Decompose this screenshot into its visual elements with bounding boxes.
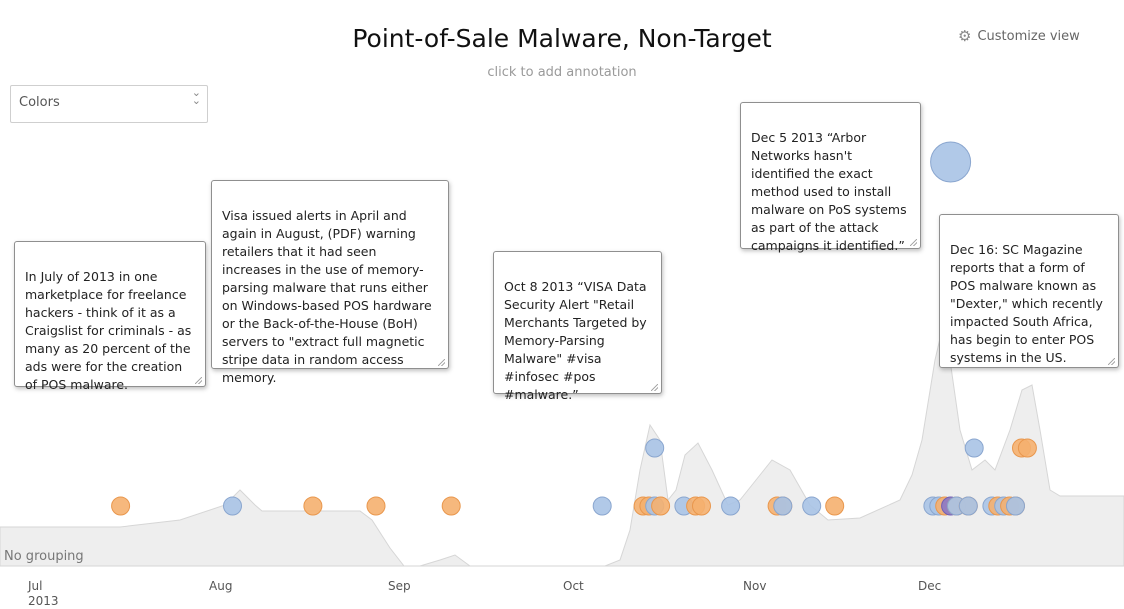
event-dot[interactable] xyxy=(773,496,793,516)
event-dot[interactable] xyxy=(223,496,242,516)
annotation-text: In July of 2013 in one marketplace for f… xyxy=(25,269,192,392)
event-dot[interactable] xyxy=(1017,438,1037,458)
annotation-text: Oct 8 2013 “VISA Data Security Alert "Re… xyxy=(504,279,647,402)
event-dot[interactable] xyxy=(930,141,972,183)
page-title: Point-of-Sale Malware, Non-Target xyxy=(352,24,772,53)
annotation-note[interactable]: Oct 8 2013 “VISA Data Security Alert "Re… xyxy=(493,251,662,402)
resize-handle[interactable] xyxy=(438,359,445,366)
annotation-note[interactable]: Dec 16: SC Magazine reports that a form … xyxy=(939,214,1119,368)
event-dot[interactable] xyxy=(651,496,671,516)
event-dot[interactable] xyxy=(645,438,665,458)
annotation-text: Visa issued alerts in April and again in… xyxy=(222,208,432,385)
annotation-text: Dec 5 2013 “Arbor Networks hasn't identi… xyxy=(751,130,907,253)
event-dot[interactable] xyxy=(592,496,612,516)
add-annotation-link[interactable]: click to add annotation xyxy=(487,65,637,80)
annotation-note[interactable]: Visa issued alerts in April and again in… xyxy=(211,180,449,385)
event-dot[interactable] xyxy=(692,496,711,516)
event-dot[interactable] xyxy=(303,496,323,516)
colors-dropdown-label: Colors xyxy=(19,95,60,110)
gear-icon: ⚙ xyxy=(958,27,972,45)
x-tick-label: Aug xyxy=(209,579,233,593)
chevron-down-icon: ⌄ ⌄ xyxy=(191,86,201,107)
event-dot[interactable] xyxy=(441,496,461,516)
annotation-note[interactable]: In July of 2013 in one marketplace for f… xyxy=(14,241,206,392)
event-dot[interactable] xyxy=(802,496,822,516)
grouping-label: No grouping xyxy=(4,549,84,564)
customize-view-button[interactable]: ⚙ Customize view xyxy=(958,27,1080,45)
event-dot[interactable] xyxy=(366,496,386,516)
x-tick-label: Sep xyxy=(388,579,411,593)
resize-handle[interactable] xyxy=(1108,358,1115,365)
resize-handle[interactable] xyxy=(651,384,658,391)
x-tick-label: Dec xyxy=(918,579,942,593)
event-dots[interactable] xyxy=(111,141,1037,516)
x-tick-label: Nov xyxy=(743,579,767,593)
resize-handle[interactable] xyxy=(195,377,202,384)
annotation-note[interactable]: Dec 5 2013 “Arbor Networks hasn't identi… xyxy=(740,102,921,253)
annotation-text: Dec 16: SC Magazine reports that a form … xyxy=(950,242,1103,365)
resize-handle[interactable] xyxy=(910,239,917,246)
customize-view-label: Customize view xyxy=(977,29,1080,44)
colors-dropdown[interactable]: Colors ⌄ ⌄ xyxy=(10,85,208,123)
x-tick-label: Oct xyxy=(563,579,584,593)
event-dot[interactable] xyxy=(825,496,845,516)
event-dot[interactable] xyxy=(1006,496,1025,516)
event-dot[interactable] xyxy=(958,496,978,516)
event-dot[interactable] xyxy=(721,496,741,516)
event-dot[interactable] xyxy=(964,438,984,458)
event-dot[interactable] xyxy=(111,496,131,516)
year-label: 2013 xyxy=(28,594,59,608)
x-tick-label: Jul xyxy=(28,579,43,593)
